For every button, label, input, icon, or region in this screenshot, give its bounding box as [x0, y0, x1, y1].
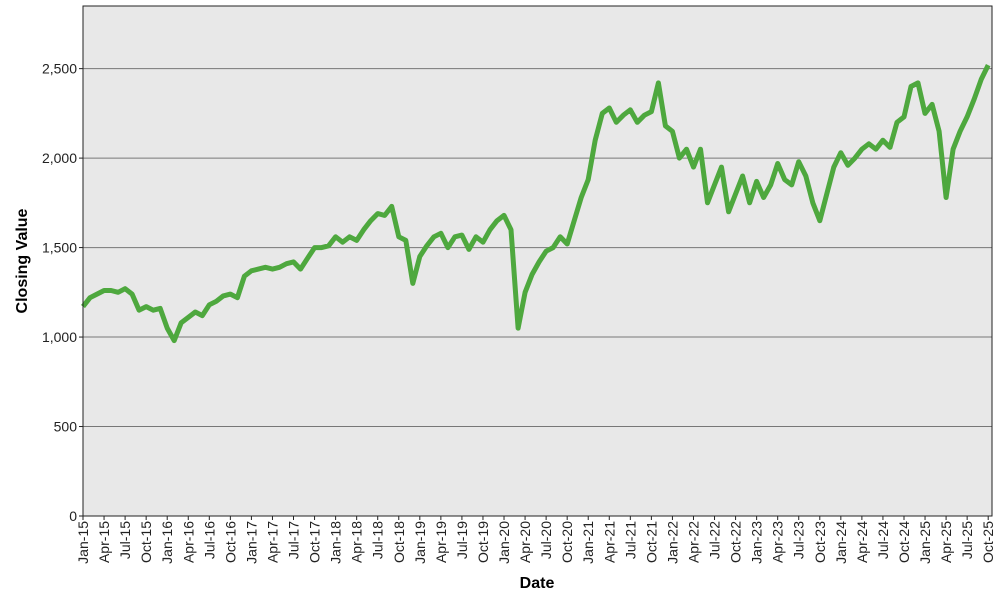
x-tick-label: Apr-23: [770, 521, 786, 563]
x-tick-label: Jan-19: [412, 521, 428, 564]
x-tick-label: Oct-22: [728, 521, 744, 563]
x-tick-label: Jan-21: [580, 521, 596, 564]
x-axis-ticks: Jan-15 Apr-15 Jul-15 Oct-15 Jan-16 Apr-16 Jul-…: [75, 516, 996, 564]
y-tick-label: 2,000: [42, 150, 77, 166]
x-tick-label: Jul-16: [201, 521, 217, 559]
y-tick-label: 1,500: [42, 240, 77, 256]
x-tick-label: Jan-25: [917, 521, 933, 564]
x-tick-label: Oct-18: [391, 521, 407, 563]
x-tick-label: Jul-25: [959, 521, 975, 559]
x-tick-label: Oct-24: [896, 521, 912, 563]
plot-border: [82, 5, 993, 517]
x-tick-label: Jan-24: [833, 521, 849, 564]
x-tick-label: Oct-23: [812, 521, 828, 563]
y-axis-label: Closing Value: [14, 208, 31, 313]
x-tick-label: Jul-23: [791, 521, 807, 559]
x-tick-label: Jan-18: [328, 521, 344, 564]
x-tick-label: Oct-21: [643, 521, 659, 563]
x-tick-label: Apr-21: [601, 521, 617, 563]
x-tick-label: Apr-19: [433, 521, 449, 563]
x-tick-label: Oct-15: [138, 521, 154, 563]
x-tick-label: Oct-16: [222, 521, 238, 563]
x-tick-label: Jan-20: [496, 521, 512, 564]
x-tick-label: Apr-15: [96, 521, 112, 563]
gridlines: [83, 68, 992, 428]
x-tick-label: Apr-22: [685, 521, 701, 563]
x-tick-label: Jul-18: [370, 521, 386, 559]
x-tick-label: Jul-19: [454, 521, 470, 559]
x-tick-label: Oct-20: [559, 521, 575, 563]
x-axis-label: Date: [520, 575, 555, 592]
y-tick-label: 500: [54, 419, 78, 435]
x-tick-label: Jul-24: [875, 521, 891, 559]
x-tick-label: Jul-21: [622, 521, 638, 559]
x-tick-label: Jan-15: [75, 521, 91, 564]
x-tick-label: Apr-24: [854, 521, 870, 563]
y-tick-label: 1,000: [42, 329, 77, 345]
x-tick-label: Apr-25: [938, 521, 954, 563]
series-line-closing-value: [81, 64, 991, 344]
x-tick-label: Oct-19: [475, 521, 491, 563]
x-tick-label: Jul-17: [286, 521, 302, 559]
x-tick-label: Jul-20: [538, 521, 554, 559]
x-tick-label: Oct-25: [980, 521, 996, 563]
y-axis-ticks: 0 500 1,000 1,500 2,000 2,500: [42, 61, 83, 524]
x-tick-label: Oct-17: [307, 521, 323, 563]
y-tick-label: 0: [69, 508, 77, 524]
x-tick-label: Apr-16: [180, 521, 196, 563]
x-tick-label: Jan-16: [159, 521, 175, 564]
x-tick-label: Jul-22: [707, 521, 723, 559]
x-tick-label: Jan-17: [243, 521, 259, 564]
x-tick-label: Jan-23: [749, 521, 765, 564]
x-tick-label: Jan-22: [664, 521, 680, 564]
x-tick-label: Jul-15: [117, 521, 133, 559]
y-tick-label: 2,500: [42, 61, 77, 77]
x-tick-label: Apr-17: [264, 521, 280, 563]
x-tick-label: Apr-20: [517, 521, 533, 563]
x-tick-label: Apr-18: [349, 521, 365, 563]
